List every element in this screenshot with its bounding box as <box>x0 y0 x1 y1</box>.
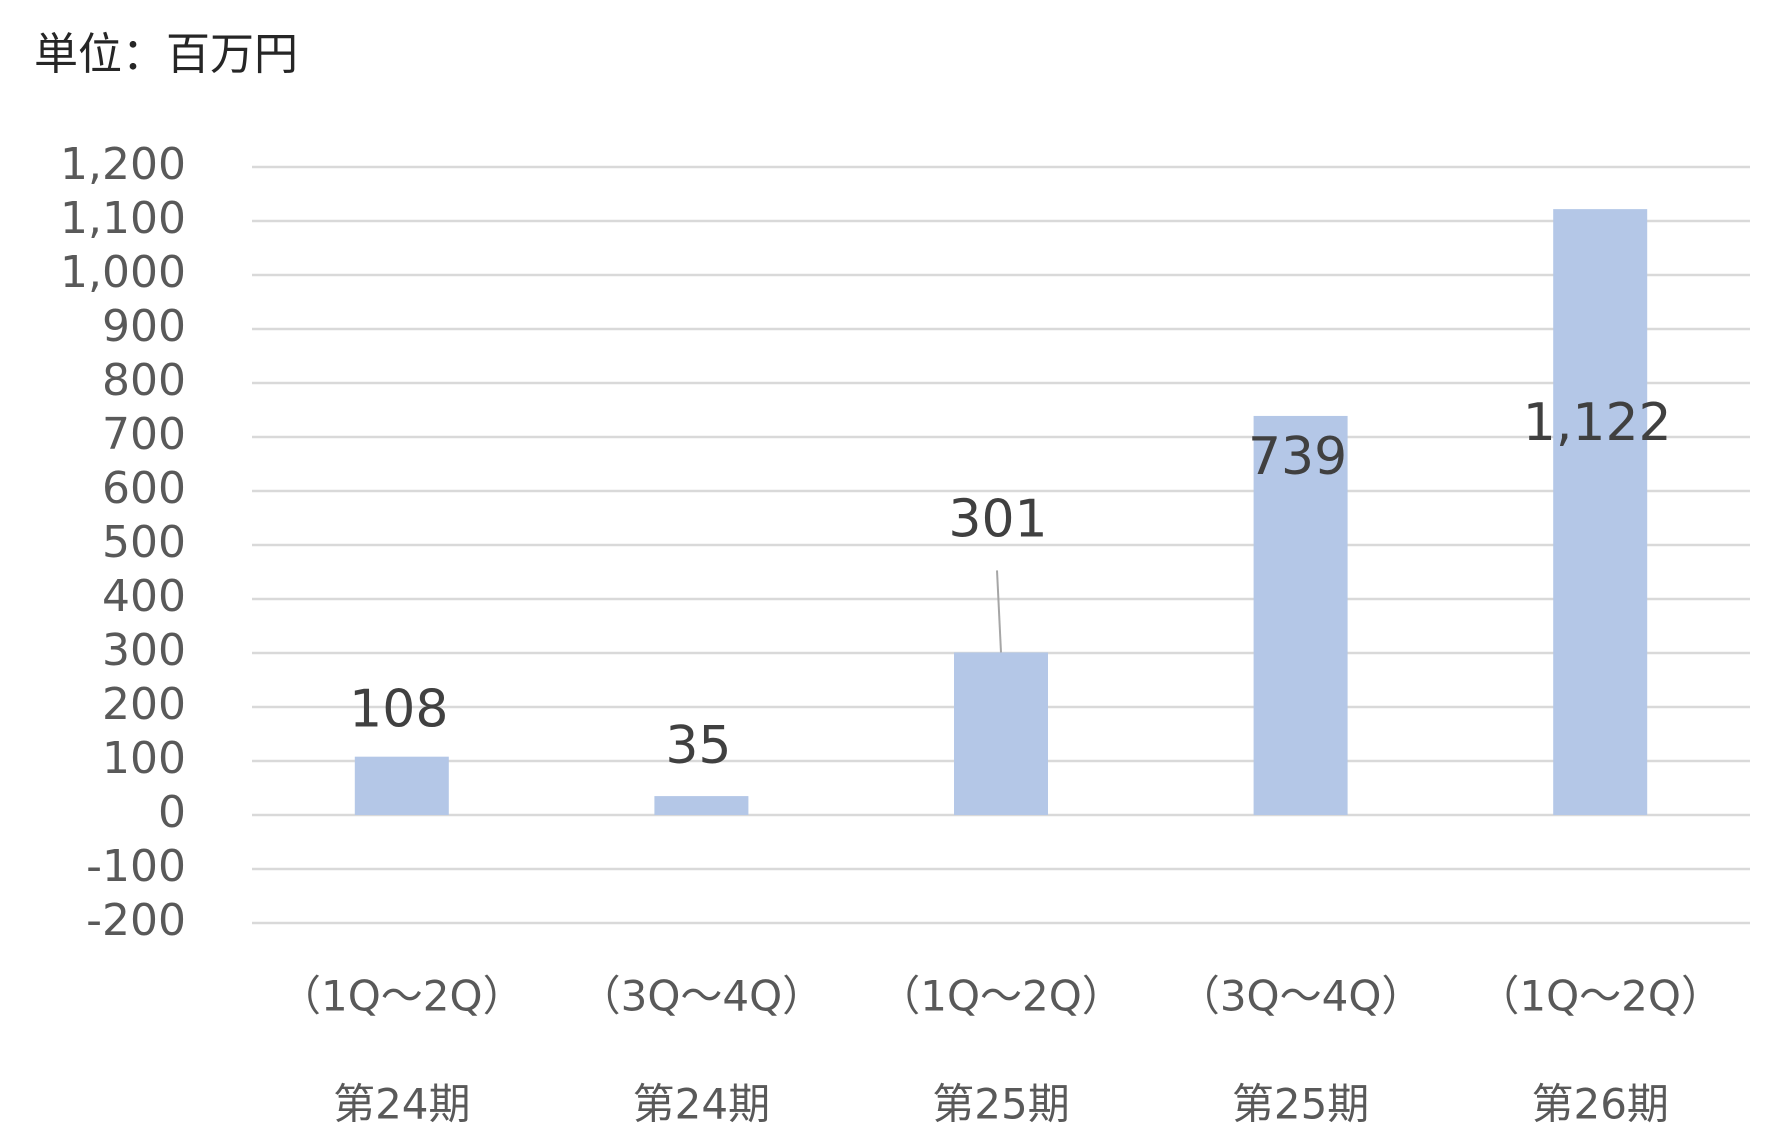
y-tick-label: 900 <box>102 301 186 352</box>
y-tick-label: 500 <box>102 517 186 568</box>
bar <box>354 756 449 815</box>
y-tick-label: 1,200 <box>60 139 186 190</box>
y-tick-label: 1,000 <box>60 247 186 298</box>
y-tick-label: 0 <box>158 787 186 838</box>
y-tick-label: 1,100 <box>60 193 186 244</box>
x-group-label: 第24期 <box>633 1080 770 1129</box>
data-label: 301 <box>948 489 1047 549</box>
bar <box>1553 209 1648 815</box>
y-tick-label: 200 <box>102 679 186 730</box>
y-tick-label: 400 <box>102 571 186 622</box>
x-tick-label: （3Q～4Q） <box>1178 972 1424 1021</box>
y-tick-label: 300 <box>102 625 186 676</box>
y-tick-label: -200 <box>86 895 186 946</box>
data-label: 35 <box>665 716 731 776</box>
x-tick-label: （1Q～2Q） <box>878 972 1124 1021</box>
x-group-label: 第26期 <box>1531 1080 1668 1129</box>
y-tick-label: 700 <box>102 409 186 460</box>
x-group-label: 第24期 <box>333 1080 470 1129</box>
data-label: 108 <box>349 680 448 740</box>
y-tick-label: 600 <box>102 463 186 514</box>
bar <box>1253 415 1348 815</box>
x-tick-label: （1Q～2Q） <box>1477 972 1723 1021</box>
unit-label: 単位：百万円 <box>34 29 298 80</box>
x-group-label: 第25期 <box>1232 1080 1369 1129</box>
bar <box>654 796 749 815</box>
x-tick-label: （3Q～4Q） <box>579 972 825 1021</box>
data-label: 739 <box>1248 427 1347 487</box>
bar <box>954 652 1048 815</box>
x-group-label: 第25期 <box>932 1080 1069 1129</box>
y-tick-label: 800 <box>102 355 186 406</box>
y-tick-label: 100 <box>102 733 186 784</box>
data-label: 1,122 <box>1523 393 1672 453</box>
y-tick-label: -100 <box>86 841 186 892</box>
x-tick-label: （1Q～2Q） <box>279 972 525 1021</box>
leader-line <box>996 570 1002 653</box>
